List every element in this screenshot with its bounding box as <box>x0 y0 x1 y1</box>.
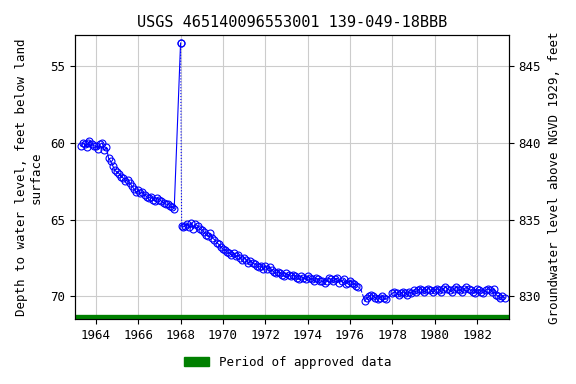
Legend: Period of approved data: Period of approved data <box>179 351 397 374</box>
Y-axis label: Depth to water level, feet below land
surface: Depth to water level, feet below land su… <box>15 39 43 316</box>
Title: USGS 465140096553001 139-049-18BBB: USGS 465140096553001 139-049-18BBB <box>137 15 447 30</box>
Y-axis label: Groundwater level above NGVD 1929, feet: Groundwater level above NGVD 1929, feet <box>548 31 561 324</box>
